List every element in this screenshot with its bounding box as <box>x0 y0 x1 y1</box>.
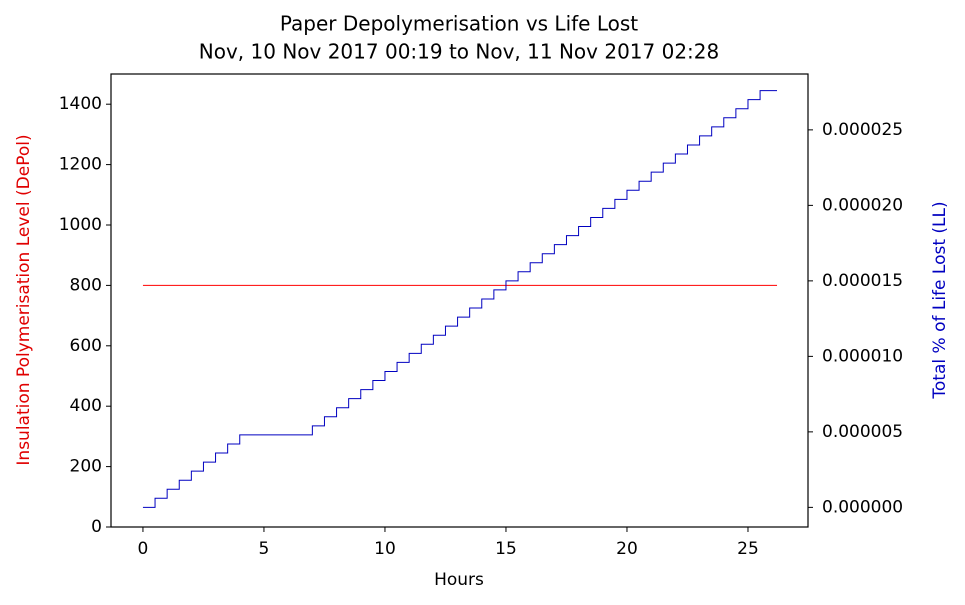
x-axis-label: Hours <box>434 570 484 590</box>
y-tick-label: 200 <box>70 457 102 477</box>
y2-tick-label: 0.000005 <box>822 422 903 442</box>
y2-tick-label: 0.000015 <box>822 271 903 291</box>
y2-tick-label: 0.000025 <box>822 120 903 140</box>
y-tick-label: 600 <box>70 336 102 356</box>
x-tick-label: 5 <box>259 539 270 559</box>
y-tick-label: 400 <box>70 396 102 416</box>
line-series <box>142 90 778 508</box>
y2-tick-label: 0.000020 <box>822 195 903 215</box>
y2-tick-label: 0.000010 <box>822 346 903 366</box>
x-tick-label: 20 <box>616 539 638 559</box>
chart-title: Paper Depolymerisation vs Life Lost <box>280 12 638 36</box>
x-tick-label: 15 <box>495 539 517 559</box>
y-tick-label: 1200 <box>59 155 102 175</box>
y2-tick-label: 0.000000 <box>822 497 903 517</box>
x-tick-label: 0 <box>138 539 149 559</box>
y-tick-label: 1400 <box>59 94 102 114</box>
chart-subtitle: Nov, 10 Nov 2017 00:19 to Nov, 11 Nov 20… <box>199 40 719 64</box>
y-tick-label: 800 <box>70 275 102 295</box>
y-tick-label: 0 <box>91 517 102 537</box>
y2-axis-label: Total % of Life Lost (LL) <box>930 201 950 399</box>
x-tick-label: 25 <box>737 539 759 559</box>
plot-frame <box>110 73 809 528</box>
y-tick-label: 1000 <box>59 215 102 235</box>
x-tick-label: 10 <box>374 539 396 559</box>
y-axis-label: Insulation Polymerisation Level (DePol) <box>14 134 34 465</box>
